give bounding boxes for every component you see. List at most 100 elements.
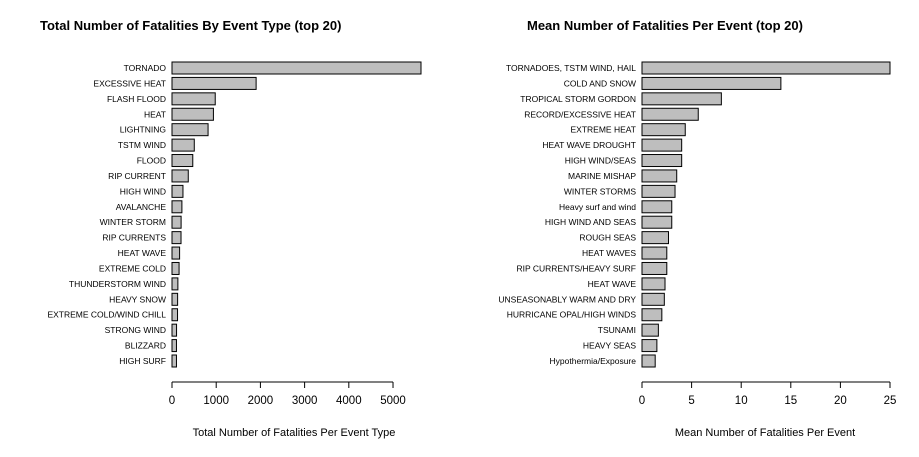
bar	[641, 292, 665, 306]
category-label: RIP CURRENTS/HEAVY SURF	[517, 263, 637, 273]
bar	[641, 354, 656, 368]
x-tick-label: 1000	[203, 395, 229, 407]
category-label: HURRICANE OPAL/HIGH WINDS	[507, 310, 637, 320]
x-tick-label: 2000	[248, 395, 274, 407]
category-label: EXTREME HEAT	[571, 125, 637, 135]
x-tick-label: 25	[884, 395, 897, 407]
category-label: LIGHTNING	[120, 125, 166, 135]
bar	[171, 92, 216, 106]
category-label: FLASH FLOOD	[107, 94, 166, 104]
category-label: TORNADO	[124, 63, 167, 73]
category-label: RIP CURRENTS	[102, 233, 166, 243]
mean-fatalities-chart: TORNADOES, TSTM WIND, HAIL COLD AND SNOW T…	[498, 61, 897, 439]
category-label: HEAVY SNOW	[109, 294, 166, 304]
category-label: HIGH WIND/SEAS	[565, 156, 637, 166]
bar	[171, 354, 177, 368]
category-label: TSUNAMI	[598, 325, 636, 335]
bar	[641, 61, 891, 75]
bar	[171, 277, 179, 291]
bar	[171, 169, 189, 183]
x-tick-label: 3000	[292, 395, 318, 407]
category-label: HEAT WAVE	[588, 279, 637, 289]
bar	[171, 107, 214, 121]
bar	[641, 154, 683, 168]
total-fatalities-chart: TORNADO EXCESSIVE HEAT FLASH FLOOD HEAT LIGH…	[47, 61, 422, 439]
category-label: HIGH WIND AND SEAS	[545, 217, 636, 227]
x-axis-title: Total Number of Fatalities Per Event Typ…	[193, 427, 396, 439]
bar	[171, 138, 195, 152]
category-label: TROPICAL STORM GORDON	[520, 94, 636, 104]
bar	[171, 292, 179, 306]
bar	[641, 215, 673, 229]
bar	[641, 107, 699, 121]
x-axis-title: Mean Number of Fatalities Per Event	[675, 427, 855, 439]
bar	[641, 339, 658, 353]
bar	[641, 92, 722, 106]
left-chart-panel: Total Number of Fatalities By Event Type…	[40, 18, 422, 439]
bar	[171, 123, 209, 137]
category-label: HEAT WAVES	[582, 248, 636, 258]
category-label: Heavy surf and wind	[559, 202, 636, 212]
x-tick-label: 15	[784, 395, 797, 407]
bar	[641, 123, 686, 137]
category-label: FLOOD	[137, 156, 166, 166]
category-label: WINTER STORMS	[564, 186, 636, 196]
category-label: HEAT WAVE	[118, 248, 167, 258]
x-tick-label: 20	[834, 395, 847, 407]
bar	[641, 138, 683, 152]
bar	[641, 277, 666, 291]
x-tick-label: 5000	[380, 395, 406, 407]
bar	[171, 308, 179, 322]
x-tick-label: 0	[169, 395, 175, 407]
bar	[641, 169, 678, 183]
category-label: EXTREME COLD	[99, 263, 166, 273]
category-label: EXTREME COLD/WIND CHILL	[47, 310, 166, 320]
bar	[641, 231, 669, 245]
category-label: EXCESSIVE HEAT	[93, 78, 166, 88]
bar	[171, 215, 182, 229]
category-label: MARINE MISHAP	[568, 171, 636, 181]
x-tick-label: 0	[639, 395, 645, 407]
bar	[171, 231, 182, 245]
bar	[171, 261, 180, 275]
bar	[171, 339, 177, 353]
category-label: THUNDERSTORM WIND	[69, 279, 166, 289]
category-label: HEAVY SEAS	[583, 341, 636, 351]
chart-title: Total Number of Fatalities By Event Type…	[40, 18, 342, 33]
right-chart-panel: Mean Number of Fatalities Per Event (top…	[460, 0, 919, 457]
bar	[171, 323, 178, 337]
category-label: AVALANCHE	[116, 202, 167, 212]
category-label: RECORD/EXCESSIVE HEAT	[524, 109, 636, 119]
category-label: HEAT WAVE DROUGHT	[542, 140, 636, 150]
x-tick-label: 4000	[336, 395, 362, 407]
bar	[641, 200, 673, 214]
bar	[641, 184, 676, 198]
category-label: STRONG WIND	[105, 325, 166, 335]
category-label: COLD AND SNOW	[564, 78, 636, 88]
bar	[171, 61, 422, 75]
category-label: Hypothermia/Exposure	[550, 356, 637, 366]
bar	[171, 200, 183, 214]
bar	[171, 76, 257, 90]
category-label: HEAT	[144, 109, 166, 119]
bar	[171, 184, 184, 198]
bar	[641, 308, 663, 322]
category-label: HIGH WIND	[120, 186, 166, 196]
bar	[641, 323, 659, 337]
category-label: UNSEASONABLY WARM AND DRY	[498, 294, 636, 304]
x-tick-label: 5	[688, 395, 694, 407]
category-label: TSTM WIND	[118, 140, 166, 150]
bar	[641, 246, 668, 260]
category-label: HIGH SURF	[119, 356, 166, 366]
chart-title: Mean Number of Fatalities Per Event (top…	[527, 18, 803, 33]
category-label: RIP CURRENT	[108, 171, 166, 181]
bar	[171, 246, 181, 260]
category-label: WINTER STORM	[100, 217, 166, 227]
category-label: TORNADOES, TSTM WIND, HAIL	[506, 63, 636, 73]
x-tick-label: 10	[735, 395, 748, 407]
bar	[641, 76, 782, 90]
bar	[171, 154, 194, 168]
bar	[641, 261, 668, 275]
category-label: BLIZZARD	[125, 341, 166, 351]
category-label: ROUGH SEAS	[579, 233, 636, 243]
